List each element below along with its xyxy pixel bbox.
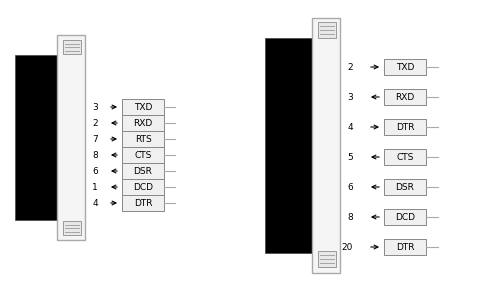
Bar: [63, 221, 81, 235]
Bar: [318, 251, 336, 267]
Text: 3: 3: [92, 103, 98, 111]
Text: RXD: RXD: [134, 119, 152, 128]
Text: RXD: RXD: [396, 92, 414, 101]
Text: 1: 1: [92, 182, 98, 191]
Bar: [384, 119, 426, 135]
Bar: [312, 18, 340, 273]
Bar: [122, 115, 164, 131]
Text: 6: 6: [92, 166, 98, 175]
Text: DTR: DTR: [134, 198, 152, 207]
Bar: [122, 179, 164, 195]
Text: 7: 7: [92, 135, 98, 144]
Text: DCD: DCD: [133, 182, 153, 191]
Bar: [318, 22, 336, 38]
Bar: [384, 89, 426, 105]
Text: 2: 2: [92, 119, 98, 128]
Text: 5: 5: [347, 153, 353, 162]
Text: DSR: DSR: [396, 182, 414, 191]
Bar: [384, 179, 426, 195]
Bar: [122, 195, 164, 211]
Text: 4: 4: [348, 123, 353, 132]
Text: 4: 4: [92, 198, 98, 207]
Bar: [384, 59, 426, 75]
Bar: [384, 239, 426, 255]
Bar: [122, 131, 164, 147]
Text: DSR: DSR: [134, 166, 152, 175]
Text: 2: 2: [348, 63, 353, 72]
Text: CTS: CTS: [396, 153, 413, 162]
Bar: [15, 55, 60, 220]
Text: TXD: TXD: [134, 103, 152, 111]
Bar: [122, 163, 164, 179]
Text: CTS: CTS: [134, 150, 152, 160]
Bar: [63, 40, 81, 54]
Text: DTR: DTR: [396, 243, 414, 252]
Text: 8: 8: [347, 213, 353, 222]
Text: TXD: TXD: [396, 63, 414, 72]
Bar: [265, 38, 315, 253]
Text: RTS: RTS: [134, 135, 152, 144]
Bar: [384, 149, 426, 165]
Text: DCD: DCD: [395, 213, 415, 222]
Text: 20: 20: [342, 243, 353, 252]
Bar: [57, 35, 85, 240]
Bar: [122, 147, 164, 163]
Text: 6: 6: [347, 182, 353, 191]
Text: DTR: DTR: [396, 123, 414, 132]
Text: 3: 3: [347, 92, 353, 101]
Bar: [122, 99, 164, 115]
Text: 8: 8: [92, 150, 98, 160]
Bar: [384, 209, 426, 225]
